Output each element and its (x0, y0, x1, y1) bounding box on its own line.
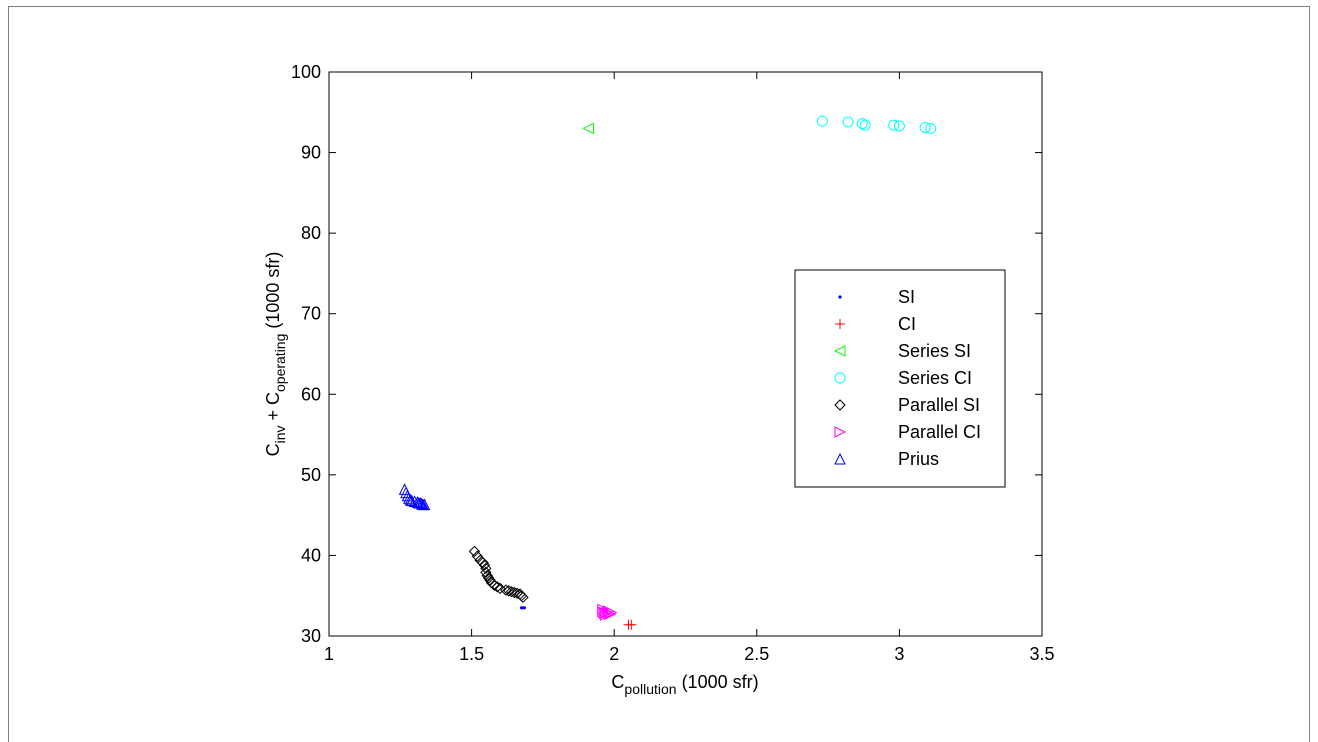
x-tick-label: 3.5 (1029, 644, 1054, 664)
axis-ticks: 1 1.5 2 2.5 3 3.5 30 40 50 60 70 80 90 100 (291, 62, 1055, 664)
legend-label-parallel-si: Parallel SI (898, 395, 980, 415)
x-tick-label: 3 (894, 644, 904, 664)
y-tick-label: 60 (301, 384, 321, 404)
point-series-ci (925, 122, 937, 134)
x-tick-label: 2.5 (744, 644, 769, 664)
x-axis-label-sub: pollution (624, 681, 676, 697)
point-parallel-si (483, 572, 495, 584)
y-axis-label-p1: C (263, 443, 283, 456)
point-prius (403, 492, 415, 504)
series-series-si (582, 122, 595, 135)
y-axis-label-suffix: (1000 sfr) (263, 252, 283, 334)
point-parallel-ci (604, 608, 617, 621)
legend-label-prius: Prius (898, 449, 939, 469)
legend-label-series-ci: Series CI (898, 368, 972, 388)
x-axis-label: Cpollution (1000 sfr) (611, 672, 758, 697)
legend-marker-si (838, 295, 842, 299)
point-series-ci (919, 122, 931, 134)
y-tick-label: 50 (301, 465, 321, 485)
data-points (398, 115, 937, 630)
series-si (519, 606, 526, 610)
y-axis-label-s1: inv (272, 426, 288, 444)
point-si (522, 606, 526, 610)
point-series-ci (856, 118, 868, 130)
legend-label-si: SI (898, 287, 915, 307)
legend-label-series-si: Series SI (898, 341, 971, 361)
y-tick-label: 80 (301, 223, 321, 243)
y-tick-label: 90 (301, 143, 321, 163)
series-parallel-ci (597, 603, 618, 621)
point-series-ci (859, 119, 871, 131)
point-series-ci (893, 120, 905, 132)
legend-marker-parallel-ci (834, 426, 847, 438)
point-parallel-si (471, 550, 484, 562)
point-prius (418, 498, 431, 511)
x-axis-label-suffix: (1000 sfr) (677, 672, 759, 692)
series-ci (623, 619, 637, 630)
point-parallel-si (481, 569, 493, 582)
y-tick-label: 40 (301, 545, 321, 565)
y-axis-label-p2: + C (263, 392, 283, 426)
point-prius (415, 497, 428, 510)
legend-label-parallel-ci: Parallel CI (898, 422, 981, 442)
point-parallel-si (480, 566, 492, 579)
legend-box (794, 269, 1006, 488)
legend-label-ci: CI (898, 314, 916, 334)
legend: SI CI Series SI Series CI Parallel SI Paralle… (794, 269, 1006, 488)
point-ci (626, 619, 637, 630)
point-series-ci (888, 119, 900, 131)
series-parallel-si (468, 545, 529, 604)
series-prius (398, 483, 431, 511)
point-parallel-ci (600, 609, 612, 621)
point-parallel-si (480, 562, 492, 575)
x-tick-label: 2 (609, 644, 619, 664)
y-tick-label: 100 (291, 62, 321, 82)
legend-marker-prius (834, 452, 846, 465)
y-axis-label: Cinv + Coperating (1000 sfr) (263, 252, 288, 457)
x-axis-label-main: C (611, 672, 624, 692)
legend-marker-series-si (833, 345, 846, 357)
x-tick-label: 1.5 (459, 644, 484, 664)
point-prius (405, 494, 418, 507)
legend-marker-series-ci (834, 372, 846, 384)
series-series-ci (816, 115, 937, 134)
point-series-si (582, 122, 595, 135)
figure-frame (8, 6, 1310, 742)
point-parallel-si (468, 545, 481, 558)
y-tick-label: 70 (301, 304, 321, 324)
y-axis-label-s2: operating (272, 334, 288, 392)
point-series-ci (842, 116, 854, 128)
legend-marker-parallel-si (834, 399, 846, 411)
point-parallel-ci (597, 606, 609, 618)
x-tick-label: 1 (324, 644, 334, 664)
point-parallel-si (491, 581, 503, 593)
point-parallel-si (477, 556, 489, 569)
y-tick-label: 30 (301, 626, 321, 646)
point-parallel-ci (605, 606, 618, 619)
point-parallel-si (488, 579, 501, 591)
point-parallel-si (478, 559, 491, 571)
point-parallel-si (517, 591, 529, 604)
legend-marker-ci (835, 319, 845, 329)
point-series-ci (816, 115, 828, 127)
